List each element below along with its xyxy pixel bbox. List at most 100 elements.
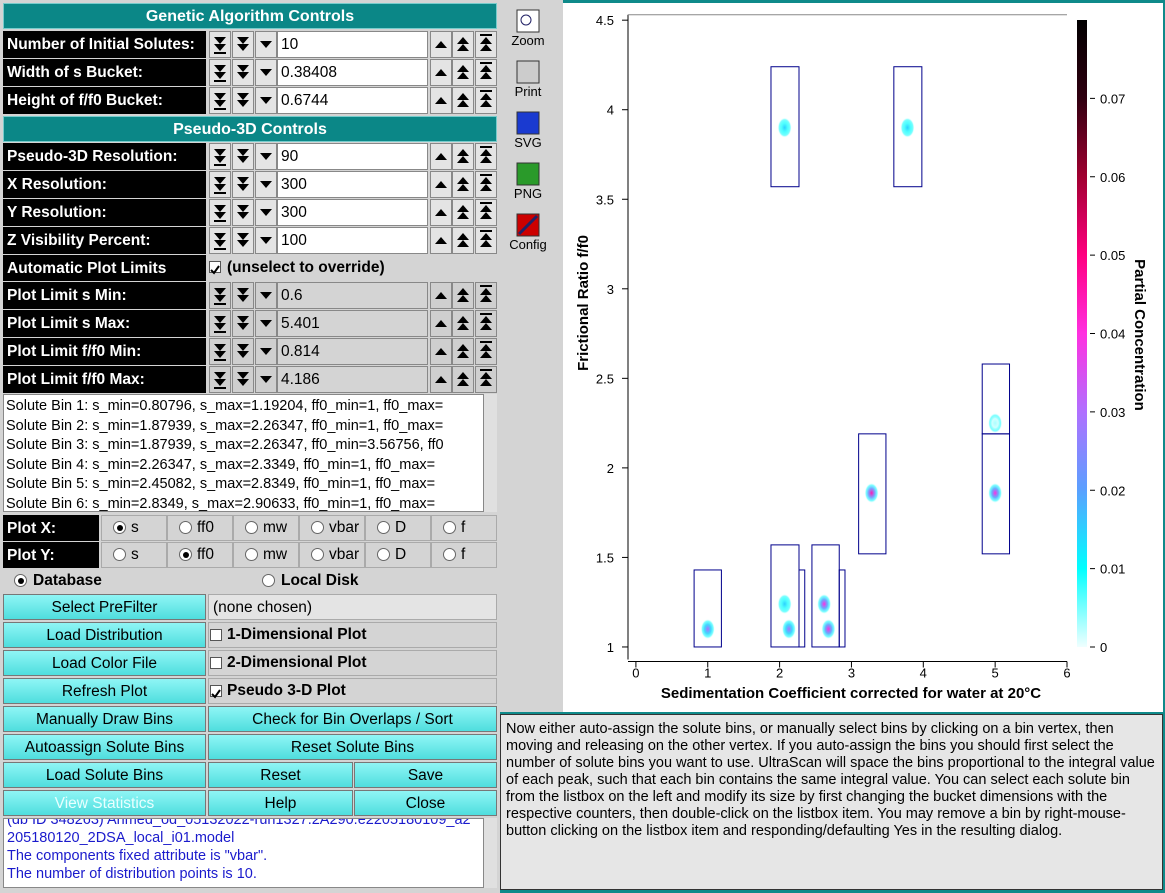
counter-button[interactable] — [452, 87, 474, 114]
counter-button[interactable] — [232, 143, 254, 170]
counter-button[interactable] — [430, 59, 452, 86]
counter-input[interactable]: 0.814 — [277, 338, 428, 365]
counter-button[interactable] — [255, 310, 277, 337]
counter-input[interactable]: 300 — [277, 171, 428, 198]
button[interactable]: Reset — [208, 762, 353, 788]
counter-button[interactable] — [475, 59, 497, 86]
counter-button[interactable] — [209, 59, 231, 86]
counter-input[interactable]: 100 — [277, 227, 428, 254]
radio[interactable] — [14, 574, 27, 587]
radio[interactable] — [262, 574, 275, 587]
counter-input[interactable]: 0.38408 — [277, 59, 428, 86]
counter-button[interactable] — [232, 282, 254, 309]
button[interactable]: Load Solute Bins — [3, 762, 206, 788]
counter-button[interactable] — [452, 171, 474, 198]
counter-button[interactable] — [475, 366, 497, 393]
radio[interactable] — [377, 548, 390, 561]
counter-button[interactable] — [209, 227, 231, 254]
counter-button[interactable] — [255, 366, 277, 393]
radio[interactable] — [179, 521, 192, 534]
counter-button[interactable] — [452, 338, 474, 365]
counter-button[interactable] — [255, 338, 277, 365]
counter-button[interactable] — [475, 282, 497, 309]
counter-button[interactable] — [209, 366, 231, 393]
counter-button[interactable] — [452, 59, 474, 86]
list-item[interactable]: Solute Bin 3: s_min=1.87939, s_max=2.263… — [6, 437, 444, 453]
counter-button[interactable] — [452, 282, 474, 309]
counter-button[interactable] — [209, 310, 231, 337]
checkbox[interactable] — [210, 657, 222, 669]
counter-button[interactable] — [475, 199, 497, 226]
counter-button[interactable] — [430, 227, 452, 254]
list-item[interactable]: Solute Bin 6: s_min=2.8349, s_max=2.9063… — [6, 495, 436, 512]
counter-button[interactable] — [430, 171, 452, 198]
counter-button[interactable] — [232, 31, 254, 58]
button[interactable]: Select PreFilter — [3, 594, 206, 620]
counter-button[interactable] — [232, 59, 254, 86]
list-item[interactable]: Solute Bin 4: s_min=2.26347, s_max=2.334… — [6, 456, 436, 473]
radio[interactable] — [443, 521, 456, 534]
counter-button[interactable] — [430, 310, 452, 337]
counter-button[interactable] — [255, 31, 277, 58]
counter-button[interactable] — [452, 366, 474, 393]
checkbox[interactable] — [210, 685, 222, 699]
counter-button[interactable] — [430, 338, 452, 365]
tool-button[interactable]: Config — [509, 213, 547, 252]
counter-button[interactable] — [475, 310, 497, 337]
radio[interactable] — [245, 521, 258, 534]
counter-button[interactable] — [475, 171, 497, 198]
button[interactable]: Help — [208, 790, 353, 816]
counter-button[interactable] — [209, 143, 231, 170]
radio[interactable] — [311, 548, 324, 561]
list-item[interactable]: Solute Bin 5: s_min=2.45082, s_max=2.834… — [6, 476, 436, 492]
counter-button[interactable] — [255, 227, 277, 254]
tool-button[interactable]: Print — [515, 60, 542, 99]
button[interactable]: Save — [354, 762, 497, 788]
radio[interactable] — [377, 521, 390, 534]
counter-button[interactable] — [255, 282, 277, 309]
counter-button[interactable] — [255, 59, 277, 86]
counter-button[interactable] — [232, 227, 254, 254]
counter-input[interactable]: 10 — [277, 31, 428, 58]
counter-button[interactable] — [232, 338, 254, 365]
radio[interactable] — [443, 548, 456, 561]
checkbox[interactable] — [209, 261, 221, 275]
counter-input[interactable]: 4.186 — [277, 366, 428, 393]
button[interactable]: Close — [354, 790, 497, 816]
counter-button[interactable] — [430, 87, 452, 114]
counter-button[interactable] — [452, 310, 474, 337]
counter-button[interactable] — [475, 338, 497, 365]
counter-button[interactable] — [255, 171, 277, 198]
counter-button[interactable] — [430, 31, 452, 58]
counter-button[interactable] — [232, 310, 254, 337]
counter-button[interactable] — [209, 171, 231, 198]
counter-button[interactable] — [430, 143, 452, 170]
counter-button[interactable] — [255, 87, 277, 114]
button[interactable]: Load Color File — [3, 650, 206, 676]
counter-button[interactable] — [452, 199, 474, 226]
counter-button[interactable] — [209, 338, 231, 365]
radio[interactable] — [113, 548, 126, 561]
button[interactable]: Autoassign Solute Bins — [3, 734, 206, 760]
counter-button[interactable] — [430, 199, 452, 226]
counter-input[interactable]: 0.6744 — [277, 87, 428, 114]
counter-button[interactable] — [475, 227, 497, 254]
tool-button[interactable]: PNG — [514, 162, 542, 201]
counter-button[interactable] — [452, 31, 474, 58]
counter-button[interactable] — [452, 227, 474, 254]
counter-button[interactable] — [232, 87, 254, 114]
counter-input[interactable]: 300 — [277, 199, 428, 226]
counter-button[interactable] — [232, 199, 254, 226]
counter-button[interactable] — [209, 31, 231, 58]
tool-button[interactable]: Zoom — [511, 9, 545, 48]
list-item[interactable]: Solute Bin 2: s_min=1.87939, s_max=2.263… — [6, 417, 444, 434]
counter-input[interactable]: 0.6 — [277, 282, 428, 309]
button[interactable]: Refresh Plot — [3, 678, 206, 704]
radio[interactable] — [245, 548, 258, 561]
radio[interactable] — [311, 521, 324, 534]
counter-button[interactable] — [255, 199, 277, 226]
counter-button[interactable] — [255, 143, 277, 170]
counter-button[interactable] — [430, 282, 452, 309]
tool-button[interactable]: SVG — [514, 111, 542, 150]
counter-input[interactable]: 5.401 — [277, 310, 428, 337]
